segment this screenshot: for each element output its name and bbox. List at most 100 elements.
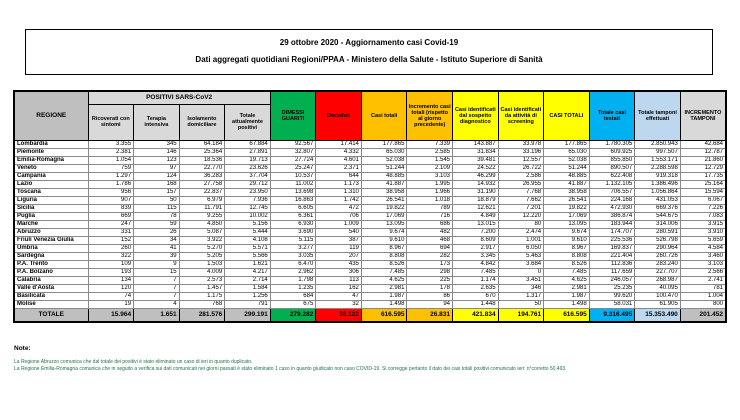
column-header: INCREMENTO TAMPONI	[679, 90, 727, 141]
value-cell: 26.541	[543, 195, 590, 205]
value-cell: 64.184	[178, 139, 226, 149]
region-name: Friuli Venezia Giulia	[13, 235, 89, 245]
value-cell: 31.190	[452, 187, 499, 197]
value-cell: 134	[87, 275, 135, 285]
value-cell: 193	[87, 267, 135, 277]
value-cell: 41.887	[543, 179, 590, 189]
value-cell: 157	[133, 187, 180, 197]
value-cell: 227.707	[634, 267, 681, 277]
value-cell: 781	[679, 283, 727, 293]
value-cell: 3.915	[679, 219, 727, 229]
value-cell: 94	[406, 299, 453, 309]
value-cell: 8.526	[543, 259, 590, 269]
column-header: Deceduti	[315, 90, 362, 141]
table-row: Marche 247 59 4.850 5.156 6.930 1.009 13.095 686…	[13, 219, 727, 229]
value-cell: 791	[224, 299, 271, 309]
value-cell: 17.735	[679, 171, 727, 181]
value-cell: 1.175	[178, 291, 226, 301]
value-cell: 6.979	[178, 195, 226, 205]
value-cell: 100.470	[634, 291, 681, 301]
value-cell: 1.498	[360, 299, 408, 309]
value-cell: 12.621	[452, 203, 499, 213]
value-cell: 8.609	[452, 235, 499, 245]
value-cell: 40.095	[634, 283, 681, 293]
column-header: Totale casi testati	[588, 90, 636, 141]
notes-section: Note: La Regione Abruzzo comunica che da…	[14, 345, 726, 372]
value-cell: 472	[315, 203, 362, 213]
value-cell: 32.807	[269, 147, 317, 157]
value-cell: 8.808	[543, 251, 590, 261]
value-cell: 162	[315, 283, 362, 293]
value-cell: 4.625	[360, 275, 408, 285]
value-cell: 2.962	[269, 267, 317, 277]
value-cell: 331	[87, 227, 135, 237]
region-name: Lazio	[13, 179, 89, 189]
total-value-cell: 26.831	[406, 307, 453, 322]
total-value-cell: 1.651	[133, 307, 180, 322]
value-cell: 684	[269, 291, 317, 301]
value-cell: 2.981	[360, 283, 408, 293]
value-cell: 1.798	[269, 275, 317, 285]
value-cell: 33.978	[497, 139, 545, 149]
total-value-cell: 279.282	[269, 307, 317, 322]
value-cell: 34	[133, 235, 180, 245]
value-cell: 686	[406, 219, 453, 229]
value-cell: 8.526	[360, 259, 408, 269]
total-label: TOTALE	[13, 307, 89, 322]
value-cell: 168	[133, 179, 180, 189]
value-cell: 290.964	[634, 243, 681, 253]
value-cell: 52.038	[543, 155, 590, 165]
value-cell: 4.601	[315, 155, 362, 165]
value-cell: 11.791	[178, 203, 226, 213]
value-cell: 12.745	[224, 203, 271, 213]
value-cell: 38.958	[360, 187, 408, 197]
value-cell: 19.822	[360, 203, 408, 213]
value-cell: 115	[133, 203, 180, 213]
value-cell: 65.030	[360, 147, 408, 157]
value-cell: 29.712	[224, 179, 271, 189]
value-cell: 4.850	[178, 219, 226, 229]
value-cell: 51.244	[543, 163, 590, 173]
total-value-cell: 616.595	[543, 307, 590, 322]
value-cell: 16.863	[269, 195, 317, 205]
value-cell: 2.917	[452, 243, 499, 253]
value-cell: 6.605	[269, 203, 317, 213]
value-cell: 19.822	[543, 203, 590, 213]
value-cell: 431.053	[634, 195, 681, 205]
value-cell: 260	[87, 243, 135, 253]
column-header: Isolamento domiciliare	[178, 103, 226, 141]
value-cell: 1.742	[315, 195, 362, 205]
value-cell: 25.364	[178, 147, 226, 157]
value-cell: 482	[406, 227, 453, 237]
value-cell: 1.786	[87, 179, 135, 189]
value-cell: 855.850	[588, 155, 636, 165]
value-cell: 2.635	[452, 283, 499, 293]
value-cell: 1.004	[679, 291, 727, 301]
value-cell: 50	[133, 195, 180, 205]
value-cell: 13.015	[452, 219, 499, 229]
value-cell: 225	[406, 275, 453, 285]
region-name: Calabria	[13, 275, 89, 285]
value-cell: 669.376	[634, 203, 681, 213]
table-row: Umbria 260 41 5.270 5.571 3.277 119 8.967 694 2.9…	[13, 243, 727, 253]
value-cell: 21.860	[679, 155, 727, 165]
value-cell: 1.553.171	[634, 155, 681, 165]
column-header: Casi totali	[360, 90, 408, 141]
total-value-cell: 421.834	[452, 307, 499, 322]
value-cell: 3.355	[87, 139, 135, 149]
value-cell: 3.684	[497, 259, 545, 269]
value-cell: 19	[87, 299, 135, 309]
value-cell: 322	[87, 251, 135, 261]
value-cell: 25.247	[269, 163, 317, 173]
table-row: Lazio 1.786 168 27.758 29.712 11.002 1.173 41.8…	[13, 179, 727, 189]
table-row: Abruzzo 331 26 5.087 5.444 3.690 540 9.674 482 7.…	[13, 227, 727, 237]
value-cell: 609.925	[588, 147, 636, 157]
value-cell: 12.220	[497, 211, 545, 221]
value-cell: 386.874	[588, 211, 636, 221]
value-cell: 65.030	[543, 147, 590, 157]
value-cell: 117.659	[588, 267, 636, 277]
value-cell: 22.837	[178, 187, 226, 197]
value-cell: 15	[133, 267, 180, 277]
value-cell: 177.865	[543, 139, 590, 149]
value-cell: 17.069	[543, 211, 590, 221]
